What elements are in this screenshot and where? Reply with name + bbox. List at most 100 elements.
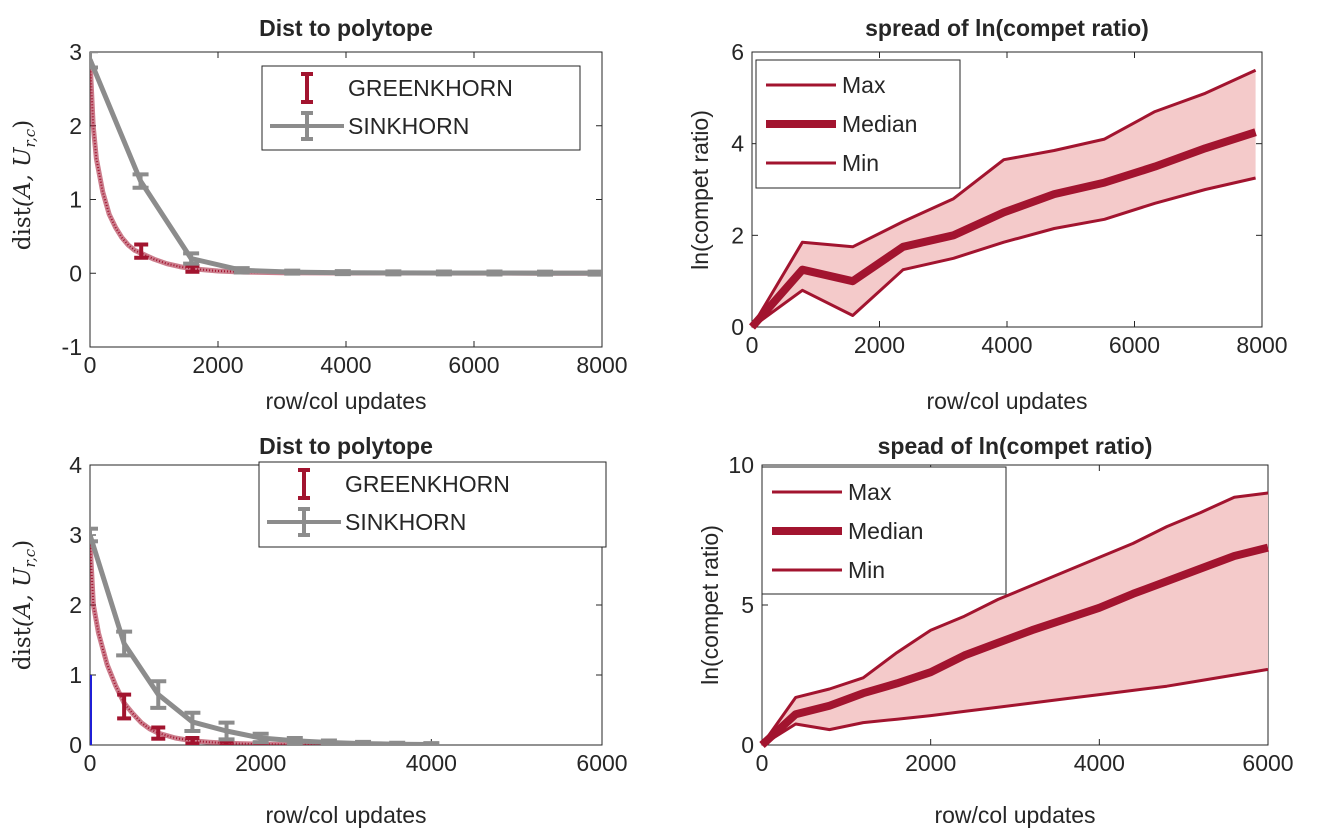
errorbar — [117, 692, 132, 721]
legend: Max Median Min — [761, 466, 1007, 595]
legend-box — [261, 65, 581, 151]
x-tick-label: 2000 — [854, 332, 905, 358]
y-tick-label: 3 — [69, 39, 82, 65]
errorbar — [486, 269, 503, 277]
x-tick-label: 2000 — [235, 750, 286, 776]
median-series-line — [759, 543, 1269, 748]
errorbar — [284, 268, 301, 276]
y-tick-label: 1 — [69, 187, 82, 213]
x-tick-label: 6000 — [1242, 750, 1293, 776]
y-tick-label: 2 — [69, 592, 82, 618]
legend-label-max: Max — [848, 479, 892, 505]
errorbar — [116, 629, 133, 658]
chart-title: Dist to polytope — [259, 433, 433, 459]
y-tick-label: 0 — [69, 260, 82, 286]
errorbar — [134, 242, 149, 260]
legend-label-sinkhorn: SINKHORN — [348, 113, 469, 139]
errorbar — [184, 710, 201, 733]
y-tick-label: 0 — [731, 314, 744, 340]
legend-label-max: Max — [842, 72, 886, 98]
errorbar — [132, 172, 149, 190]
max-series-line — [750, 68, 1257, 328]
x-tick-label: 0 — [756, 750, 769, 776]
y-tick-label: -1 — [62, 334, 82, 360]
panel-spread-bottom: 0 2000 4000 6000 0 5 10 Max Median Min spead of ln… — [697, 433, 1294, 828]
errorbar — [90, 526, 98, 544]
errorbar — [151, 725, 166, 741]
y-axis-label-args: (A, — [10, 587, 36, 627]
y-axis-label: ln(compet ratio) — [687, 110, 713, 270]
errorbar — [355, 739, 372, 745]
y-axis-label-close: ) — [10, 540, 36, 549]
y-axis-label: dist(A, Ur,c) — [10, 120, 39, 250]
y-axis-label-func: dist — [10, 206, 36, 250]
y-tick-label: 0 — [741, 732, 754, 758]
errorbar — [423, 741, 440, 745]
errorbar — [90, 52, 98, 70]
errorbar — [150, 679, 167, 710]
y-axis-label-close: ) — [10, 120, 36, 129]
y-axis-label: ln(compet ratio) — [697, 525, 723, 685]
errorbar — [435, 269, 452, 277]
legend-marker-sinkhorn — [270, 111, 344, 141]
x-axis-label: row/col updates — [265, 802, 426, 828]
y-axis-label-args: (A, — [10, 167, 36, 207]
legend: GREENKHORN SINKHORN — [258, 461, 607, 548]
y-axis-label-cal: U — [10, 146, 36, 167]
chart-title: spead of ln(compet ratio) — [878, 433, 1153, 459]
legend-label-median: Median — [842, 111, 917, 137]
x-tick-label: 4000 — [1074, 750, 1125, 776]
errorbar — [385, 269, 402, 277]
legend: Max Median Min — [755, 59, 961, 189]
errorbar — [218, 720, 235, 742]
errorbar — [537, 269, 554, 277]
legend-label-median: Median — [848, 518, 923, 544]
chart-title: Dist to polytope — [259, 15, 433, 41]
y-tick-label: 1 — [69, 662, 82, 688]
errorbar — [233, 266, 250, 275]
x-axis-label: row/col updates — [265, 388, 426, 414]
y-tick-label: 4 — [731, 131, 744, 157]
min-series-line — [751, 176, 1256, 329]
errorbar — [252, 731, 269, 745]
legend-label-greenkhorn: GREENKHORN — [345, 471, 510, 497]
errorbar — [183, 251, 200, 266]
legend-marker-sinkhorn — [267, 507, 341, 537]
y-tick-label: 2 — [731, 222, 744, 248]
panel-dist-bottom: 0 2000 4000 6000 0 1 2 3 4 GREENKHORN SINKHORN Dist… — [10, 433, 628, 828]
errorbar — [389, 740, 406, 745]
x-tick-label: 6000 — [576, 750, 627, 776]
x-axis-label: row/col updates — [926, 388, 1087, 414]
x-tick-label: 2000 — [192, 352, 243, 378]
y-axis-label-sub: r,c — [21, 128, 39, 147]
legend-label-min: Min — [842, 150, 879, 176]
chart-title: spread of ln(compet ratio) — [865, 15, 1149, 41]
x-tick-label: 0 — [84, 352, 97, 378]
x-tick-label: 0 — [84, 750, 97, 776]
y-tick-label: 2 — [69, 113, 82, 139]
x-tick-label: 0 — [746, 332, 759, 358]
y-axis-label-cal: U — [10, 566, 36, 587]
errorbar — [185, 263, 200, 274]
legend-label-greenkhorn: GREENKHORN — [348, 75, 513, 101]
errorbar — [185, 736, 200, 745]
y-axis-label: dist(A, Ur,c) — [10, 540, 39, 670]
max-series-line — [760, 491, 1269, 746]
errorbar — [286, 736, 303, 745]
legend-box — [258, 461, 607, 548]
x-tick-label: 6000 — [448, 352, 499, 378]
x-tick-label: 6000 — [1109, 332, 1160, 358]
legend-marker-greenkhorn — [301, 72, 313, 104]
plot-marks — [90, 526, 440, 745]
x-tick-label: 8000 — [576, 352, 627, 378]
x-tick-label: 2000 — [905, 750, 956, 776]
errorbar — [320, 738, 337, 745]
y-tick-label: 6 — [731, 39, 744, 65]
y-tick-label: 0 — [69, 732, 82, 758]
legend-marker-greenkhorn — [298, 468, 310, 500]
y-axis-label-sub: r,c — [21, 548, 39, 567]
x-tick-label: 8000 — [1236, 332, 1287, 358]
errorbar — [334, 269, 351, 277]
errorbar — [587, 269, 602, 277]
